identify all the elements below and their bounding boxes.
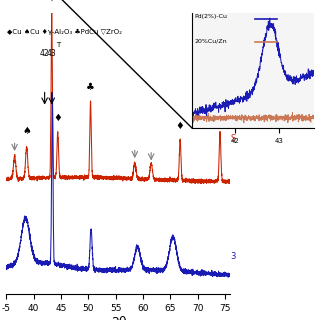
Text: 43: 43 xyxy=(47,49,57,58)
Text: ♣: ♣ xyxy=(216,113,224,123)
Text: ◆Cu ♠Cu ♦γ-Al₂O₃ ♣PdCu ▽ZrO₂: ◆Cu ♠Cu ♦γ-Al₂O₃ ♣PdCu ▽ZrO₂ xyxy=(7,28,123,35)
Text: 3: 3 xyxy=(230,252,236,260)
Text: ♣: ♣ xyxy=(47,0,57,4)
Text: T: T xyxy=(56,42,60,48)
Text: 20%Cu/Zn: 20%Cu/Zn xyxy=(195,38,227,43)
Text: Pd(2%)-Cu: Pd(2%)-Cu xyxy=(195,14,228,19)
Text: ♦: ♦ xyxy=(176,121,185,131)
X-axis label: 2θ: 2θ xyxy=(111,316,126,320)
Text: S: S xyxy=(230,134,236,143)
Text: ♠: ♠ xyxy=(22,126,31,136)
Text: ♣: ♣ xyxy=(86,82,95,92)
Text: 42: 42 xyxy=(40,49,50,58)
Text: ♦: ♦ xyxy=(53,113,62,123)
